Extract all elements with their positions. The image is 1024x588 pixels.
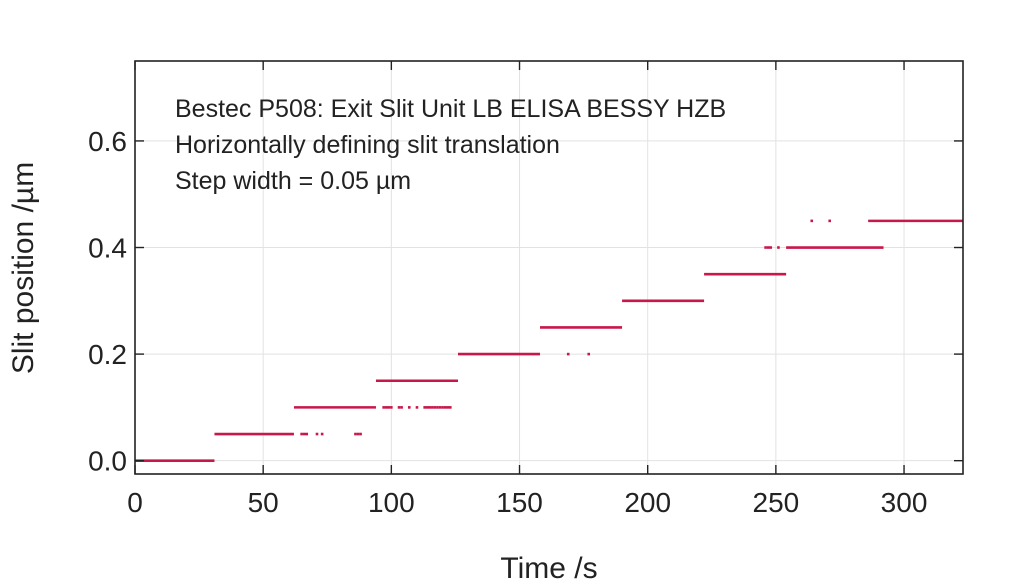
- data-point: [828, 219, 831, 223]
- data-point: [397, 406, 401, 409]
- data-point: [390, 406, 393, 409]
- annotation-line-3: Step width = 0.05 µm: [175, 167, 411, 195]
- data-point: [315, 432, 319, 436]
- x-tick-label: 300: [881, 487, 928, 518]
- data-point: [400, 406, 403, 409]
- y-tick-label: 0.4: [88, 233, 127, 264]
- data-point: [438, 406, 442, 409]
- data-point: [425, 406, 429, 409]
- tick-labels: 0 50 100 150 200 250 300 0.0 0.2 0.4 0.6: [88, 126, 927, 518]
- data-point: [764, 246, 767, 249]
- x-tick-label: 100: [368, 487, 415, 518]
- data-point: [777, 246, 780, 249]
- data-point: [428, 406, 432, 409]
- data-point: [443, 406, 447, 409]
- data-point: [300, 432, 303, 436]
- data-point: [449, 406, 452, 409]
- x-tick-label: 250: [753, 487, 800, 518]
- data-point: [305, 432, 309, 436]
- x-tick-label: 50: [248, 487, 279, 518]
- y-tick-label: 0.2: [88, 339, 127, 370]
- data-point: [354, 432, 357, 436]
- data-point: [810, 219, 814, 223]
- data-point: [384, 406, 388, 409]
- data-points: [300, 219, 831, 436]
- plot-frame: [134, 60, 964, 475]
- data-point: [433, 406, 437, 409]
- data-point: [359, 432, 362, 436]
- annotation-line-2: Horizontally defining slit translation: [175, 131, 560, 159]
- y-axis-label: Slit position /µm: [7, 162, 40, 374]
- data-point: [566, 352, 570, 356]
- data-segments: [135, 219, 963, 462]
- x-tick-label: 150: [496, 487, 543, 518]
- data-point: [431, 406, 434, 409]
- x-axis-label: Time /s: [500, 552, 597, 585]
- data-point: [766, 246, 770, 249]
- data-point: [320, 432, 324, 436]
- data-point: [436, 406, 439, 409]
- y-tick-label: 0.6: [88, 126, 127, 157]
- data-point: [423, 406, 426, 409]
- data-point: [769, 246, 773, 249]
- data-point: [387, 406, 391, 409]
- data-point: [415, 406, 419, 409]
- data-point: [441, 406, 444, 409]
- x-tick-label: 200: [624, 487, 671, 518]
- data-point: [382, 406, 385, 409]
- data-point: [356, 432, 360, 436]
- tick-marks: [134, 61, 963, 474]
- data-point: [446, 406, 450, 409]
- data-point: [407, 406, 411, 409]
- x-tick-label: 0: [127, 487, 143, 518]
- data-point: [587, 352, 591, 356]
- annotation-line-1: Bestec P508: Exit Slit Unit LB ELISA BES…: [175, 95, 726, 123]
- y-tick-label: 0.0: [88, 446, 127, 477]
- data-point: [302, 432, 306, 436]
